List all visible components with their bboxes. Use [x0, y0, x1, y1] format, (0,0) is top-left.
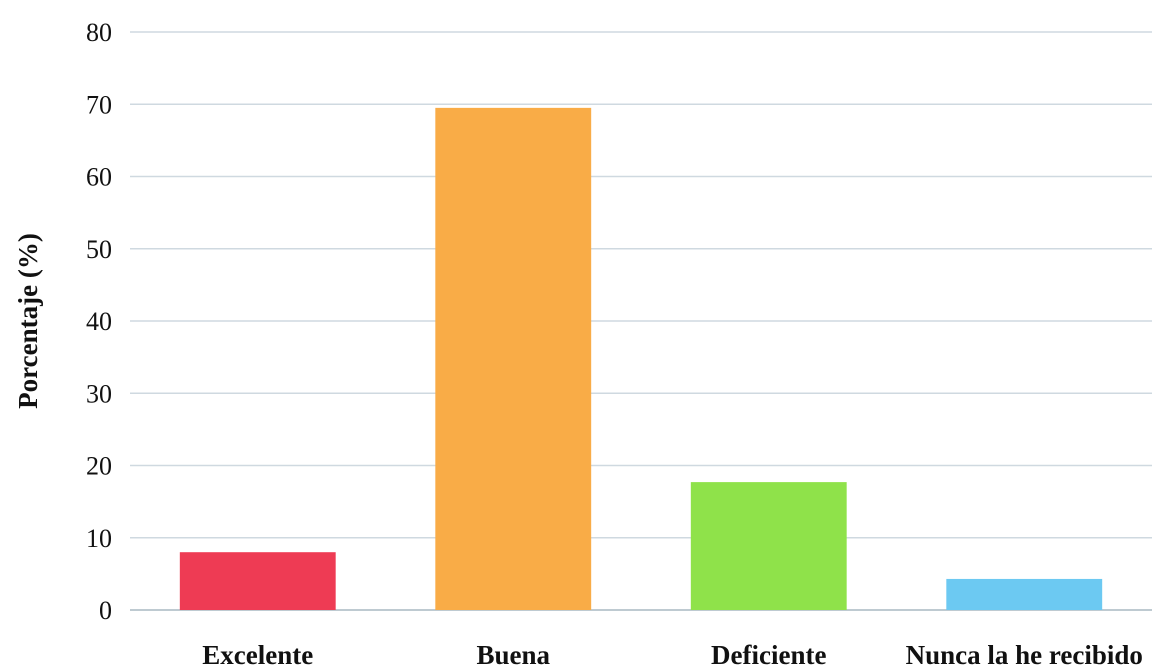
y-axis-ticks: 0 10 20 30 40 50 60 70 80 — [86, 18, 112, 625]
x-tick-label: Buena — [476, 640, 550, 669]
y-tick-label: 70 — [86, 90, 112, 119]
grid-lines — [130, 31, 1152, 611]
bar-nunca-la-he-recibido — [946, 578, 1103, 610]
y-tick-label: 30 — [86, 379, 112, 408]
x-tick-label: Nunca la he recibido — [906, 640, 1143, 669]
y-tick-label: 0 — [99, 596, 112, 625]
y-tick-label: 20 — [86, 452, 112, 481]
bars — [179, 107, 1103, 611]
y-tick-label: 10 — [86, 524, 112, 553]
y-tick-label: 50 — [86, 235, 112, 264]
bar-deficiente — [690, 482, 847, 610]
bar-buena — [435, 107, 592, 611]
y-tick-label: 80 — [86, 18, 112, 47]
y-axis-title: Porcentaje (%) — [13, 233, 43, 409]
x-tick-label: Excelente — [202, 640, 313, 669]
y-tick-label: 60 — [86, 163, 112, 192]
x-axis-ticks: Excelente Buena Deficiente Nunca la he reci… — [202, 640, 1143, 669]
x-tick-label: Deficiente — [711, 640, 826, 669]
y-tick-label: 40 — [86, 307, 112, 336]
bar-excelente — [179, 552, 336, 610]
